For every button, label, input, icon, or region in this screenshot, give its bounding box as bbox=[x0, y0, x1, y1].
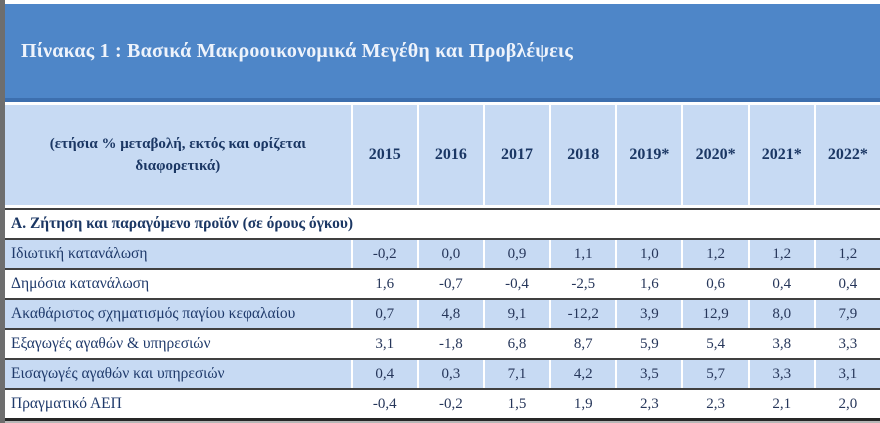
section-header-row: Α. Ζήτηση και παραγόμενο προϊόν (σε όρου… bbox=[5, 208, 880, 238]
cell-value: 5,9 bbox=[615, 330, 681, 358]
row-label: Πραγματικό ΑΕΠ bbox=[11, 395, 122, 412]
cell-value: 3,5 bbox=[615, 360, 681, 388]
column-header-2019: 2019* bbox=[615, 105, 681, 205]
cell-value: -1,8 bbox=[416, 330, 483, 358]
cell-value: -0,2 bbox=[350, 240, 417, 268]
row-label: Δημόσια κατανάλωση bbox=[11, 275, 150, 292]
cell-value: 2,0 bbox=[813, 390, 880, 418]
cell-value: 3,3 bbox=[747, 360, 814, 388]
cell-value: 8,0 bbox=[747, 300, 814, 328]
cell-value: 1,1 bbox=[549, 240, 615, 268]
bottom-shadow-line bbox=[5, 421, 880, 423]
cell-value: 3,3 bbox=[813, 330, 880, 358]
cell-value: 7,9 bbox=[813, 300, 880, 328]
table-title: Πίνακας 1 : Βασικά Μακροοικονομικά Μεγέθ… bbox=[21, 39, 573, 62]
table-row: Εξαγωγές αγαθών & υπηρεσιών 3,1 -1,8 6,8… bbox=[5, 328, 880, 358]
cell-value: 1,2 bbox=[681, 240, 747, 268]
cell-value: 3,9 bbox=[615, 300, 681, 328]
cell-value: 0,9 bbox=[482, 240, 549, 268]
cell-value: 1,6 bbox=[615, 270, 681, 298]
column-header-2021: 2021* bbox=[747, 105, 814, 205]
column-header-2017: 2017 bbox=[482, 105, 549, 205]
cell-value: -0,2 bbox=[416, 390, 483, 418]
column-header-2020: 2020* bbox=[681, 105, 747, 205]
cell-value: 1,2 bbox=[747, 240, 814, 268]
cell-value: 0,7 bbox=[350, 300, 417, 328]
cell-value: 0,4 bbox=[747, 270, 814, 298]
cell-value: -2,5 bbox=[549, 270, 615, 298]
column-header-row: (ετήσια % μεταβολή, εκτός και ορίζεται δ… bbox=[5, 105, 880, 205]
cell-value: 0,0 bbox=[416, 240, 483, 268]
cell-value: 7,1 bbox=[482, 360, 549, 388]
cell-value: 0,4 bbox=[813, 270, 880, 298]
cell-value: 2,3 bbox=[681, 390, 747, 418]
row-label: Εξαγωγές αγαθών & υπηρεσιών bbox=[11, 335, 211, 352]
cell-value: 6,8 bbox=[482, 330, 549, 358]
cell-value: 3,1 bbox=[813, 360, 880, 388]
section-header-label: Α. Ζήτηση και παραγόμενο προϊόν (σε όρου… bbox=[11, 215, 354, 232]
cell-value: 4,8 bbox=[416, 300, 483, 328]
cell-value: -0,4 bbox=[350, 390, 417, 418]
row-label: Ακαθάριστος σχηματισμός παγίου κεφαλαίου bbox=[11, 305, 296, 322]
cell-value: 12,9 bbox=[681, 300, 747, 328]
cell-value: 8,7 bbox=[549, 330, 615, 358]
cell-value: 1,5 bbox=[482, 390, 549, 418]
cell-value: 1,0 bbox=[615, 240, 681, 268]
cell-value: 4,2 bbox=[549, 360, 615, 388]
cell-value: -12,2 bbox=[549, 300, 615, 328]
cell-value: -0,4 bbox=[482, 270, 549, 298]
table-row: Ακαθάριστος σχηματισμός παγίου κεφαλαίου… bbox=[5, 298, 880, 328]
column-header-2015: 2015 bbox=[350, 105, 417, 205]
column-header-2016: 2016 bbox=[416, 105, 483, 205]
cell-value: 2,1 bbox=[747, 390, 814, 418]
cell-value: 5,4 bbox=[681, 330, 747, 358]
spacer bbox=[5, 205, 880, 208]
cell-value: 1,9 bbox=[549, 390, 615, 418]
table-row: Πραγματικό ΑΕΠ -0,4 -0,2 1,5 1,9 2,3 2,3… bbox=[5, 388, 880, 418]
table-row: Εισαγωγές αγαθών και υπηρεσιών 0,4 0,3 7… bbox=[5, 358, 880, 388]
column-header-2018: 2018 bbox=[549, 105, 615, 205]
cell-value: 5,7 bbox=[681, 360, 747, 388]
table-row: Ιδιωτική κατανάλωση -0,2 0,0 0,9 1,1 1,0… bbox=[5, 238, 880, 268]
row-label: Ιδιωτική κατανάλωση bbox=[11, 245, 148, 262]
cell-value: 0,3 bbox=[416, 360, 483, 388]
cell-value: 0,4 bbox=[350, 360, 417, 388]
row-label: Εισαγωγές αγαθών και υπηρεσιών bbox=[11, 365, 225, 382]
table-body: Α. Ζήτηση και παραγόμενο προϊόν (σε όρου… bbox=[5, 208, 880, 421]
unit-note: (ετήσια % μεταβολή, εκτός και ορίζεται δ… bbox=[49, 135, 306, 175]
cell-value: -0,7 bbox=[416, 270, 483, 298]
table-title-bar: Πίνακας 1 : Βασικά Μακροοικονομικά Μεγέθ… bbox=[5, 4, 880, 102]
cell-value: 0,6 bbox=[681, 270, 747, 298]
cell-value: 1,6 bbox=[350, 270, 417, 298]
cell-value: 9,1 bbox=[482, 300, 549, 328]
column-header-2022: 2022* bbox=[813, 105, 880, 205]
cell-value: 1,2 bbox=[813, 240, 880, 268]
cell-value: 3,8 bbox=[747, 330, 814, 358]
table-row: Δημόσια κατανάλωση 1,6 -0,7 -0,4 -2,5 1,… bbox=[5, 268, 880, 298]
cell-value: 2,3 bbox=[615, 390, 681, 418]
spacer bbox=[5, 102, 880, 105]
cell-value: 3,1 bbox=[350, 330, 417, 358]
top-margin bbox=[5, 0, 880, 4]
